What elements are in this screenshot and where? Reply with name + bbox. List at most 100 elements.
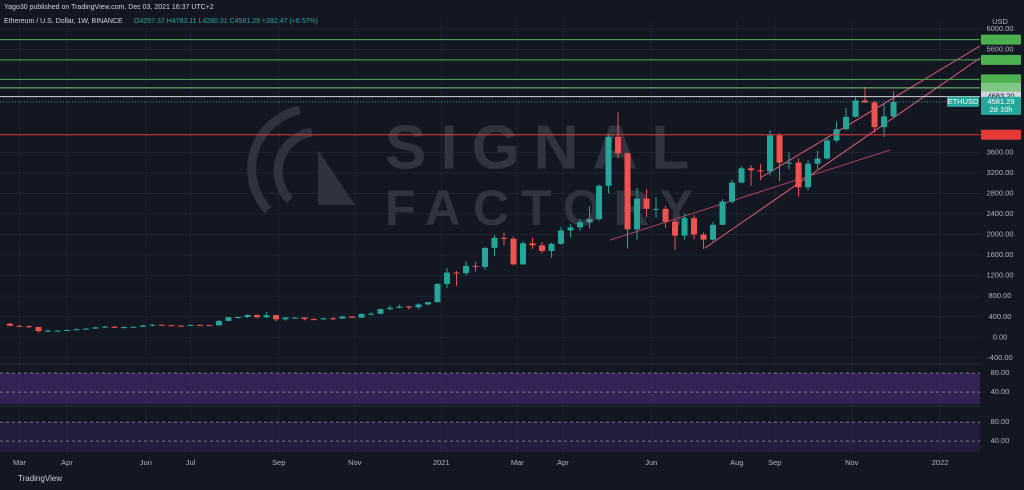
candle-body (672, 221, 679, 236)
candle-body (567, 227, 574, 231)
pane-tick-label: 40.00 (991, 387, 1010, 396)
pane-tick-label: 80.00 (991, 368, 1010, 377)
candle-body (852, 100, 859, 117)
x-tick-label: 2021 (433, 458, 450, 467)
countdown: 2d 10h (990, 105, 1013, 114)
price-label-box (981, 82, 1021, 93)
candle-body (748, 168, 755, 171)
candle-body (253, 314, 260, 318)
candle-body (339, 316, 346, 319)
candle-body (368, 313, 375, 315)
trendlines (609, 45, 981, 249)
candle-body (215, 320, 222, 326)
y-tick-label: 3600.00 (986, 147, 1013, 156)
candle-body (662, 208, 669, 222)
y-tick-label: 6000.00 (986, 24, 1013, 33)
candle-body (729, 182, 736, 202)
candle-body (596, 185, 603, 220)
candle-body (225, 317, 232, 321)
footer-bar (0, 470, 1024, 490)
candle-body (6, 323, 13, 326)
last-price-box (981, 96, 1021, 115)
watermark-line: SIGNAL (385, 113, 703, 182)
candle-body (92, 327, 99, 329)
published-line: Yago30 published on TradingView.com, Dec… (4, 4, 214, 11)
candle-body (444, 272, 451, 284)
candle-body (624, 153, 631, 230)
candle-body (425, 302, 432, 305)
trendline (609, 149, 891, 241)
candle-body (377, 309, 384, 314)
pane-tick-label: 80.00 (991, 417, 1010, 426)
candle-body (463, 265, 470, 274)
symbol-label: ETHUSD (948, 97, 979, 106)
candle-body (615, 136, 622, 154)
candle-body (177, 325, 184, 327)
y-tick-label: -400.00 (987, 353, 1012, 362)
candle-body (786, 162, 793, 164)
candle-body (757, 170, 764, 172)
x-tick-label: Aug (730, 458, 743, 467)
y-tick-label: 1600.00 (986, 250, 1013, 259)
candle-body (35, 327, 42, 332)
candle-body (605, 136, 612, 186)
candle-body (187, 324, 194, 326)
trendline (759, 45, 981, 179)
currency: USD (992, 17, 1008, 26)
candle-body (16, 325, 23, 327)
candle-body (54, 330, 61, 332)
x-tick-label: Jun (645, 458, 657, 467)
candle-body (434, 283, 441, 303)
candle-body (244, 314, 251, 318)
y-tick-label: 2000.00 (986, 230, 1013, 239)
candle-body (881, 116, 888, 128)
candle-body (73, 329, 80, 331)
last-price-label: 4581.29 (987, 97, 1014, 106)
symbol-line: Ethereum / U.S. Dollar, 1W, BINANCE (4, 18, 123, 25)
logo-arc (247, 105, 301, 214)
candle-body (25, 326, 32, 328)
candle-body (862, 100, 869, 103)
candle-body (634, 198, 641, 230)
x-tick-label: Sep (272, 458, 285, 467)
candle-body (681, 218, 688, 236)
x-tick-label: Jun (140, 458, 152, 467)
candle-body (158, 324, 165, 326)
candle-body (139, 325, 146, 327)
x-tick-label: Nov (348, 458, 362, 467)
x-tick-label: Apr (61, 458, 73, 467)
candle-body (491, 237, 498, 248)
pane-tick-label: 40.00 (991, 436, 1010, 445)
candle-body (472, 265, 479, 267)
candle-body (291, 317, 298, 319)
candle-body (310, 319, 317, 321)
price-label-box (981, 54, 1021, 65)
y-tick-label: 1200.00 (986, 271, 1013, 280)
candle-body (196, 324, 203, 326)
candle-body (871, 102, 878, 128)
candle-body (700, 234, 707, 240)
candle-body (767, 135, 774, 172)
candle-body (263, 315, 270, 318)
candle-body (234, 317, 241, 319)
candle-body (776, 135, 783, 163)
price-label: 4683.20 (987, 92, 1014, 101)
candle-body (814, 158, 821, 164)
watermark-line: FACTORY (385, 180, 705, 236)
candle-body (44, 330, 51, 332)
candle-body (120, 327, 127, 329)
candle-body (890, 101, 897, 117)
footer-brand: TradingView (18, 474, 62, 483)
price-label-box (981, 74, 1021, 85)
candle-body (843, 116, 850, 130)
candle-body (406, 306, 413, 308)
candle-body (101, 326, 108, 328)
x-tick-label: Sep (768, 458, 781, 467)
candle-body (548, 243, 555, 251)
trendline (704, 57, 981, 249)
candle-body (738, 168, 745, 183)
candle-body (330, 318, 337, 320)
y-tick-label: 2400.00 (986, 209, 1013, 218)
candle-body (482, 247, 489, 267)
